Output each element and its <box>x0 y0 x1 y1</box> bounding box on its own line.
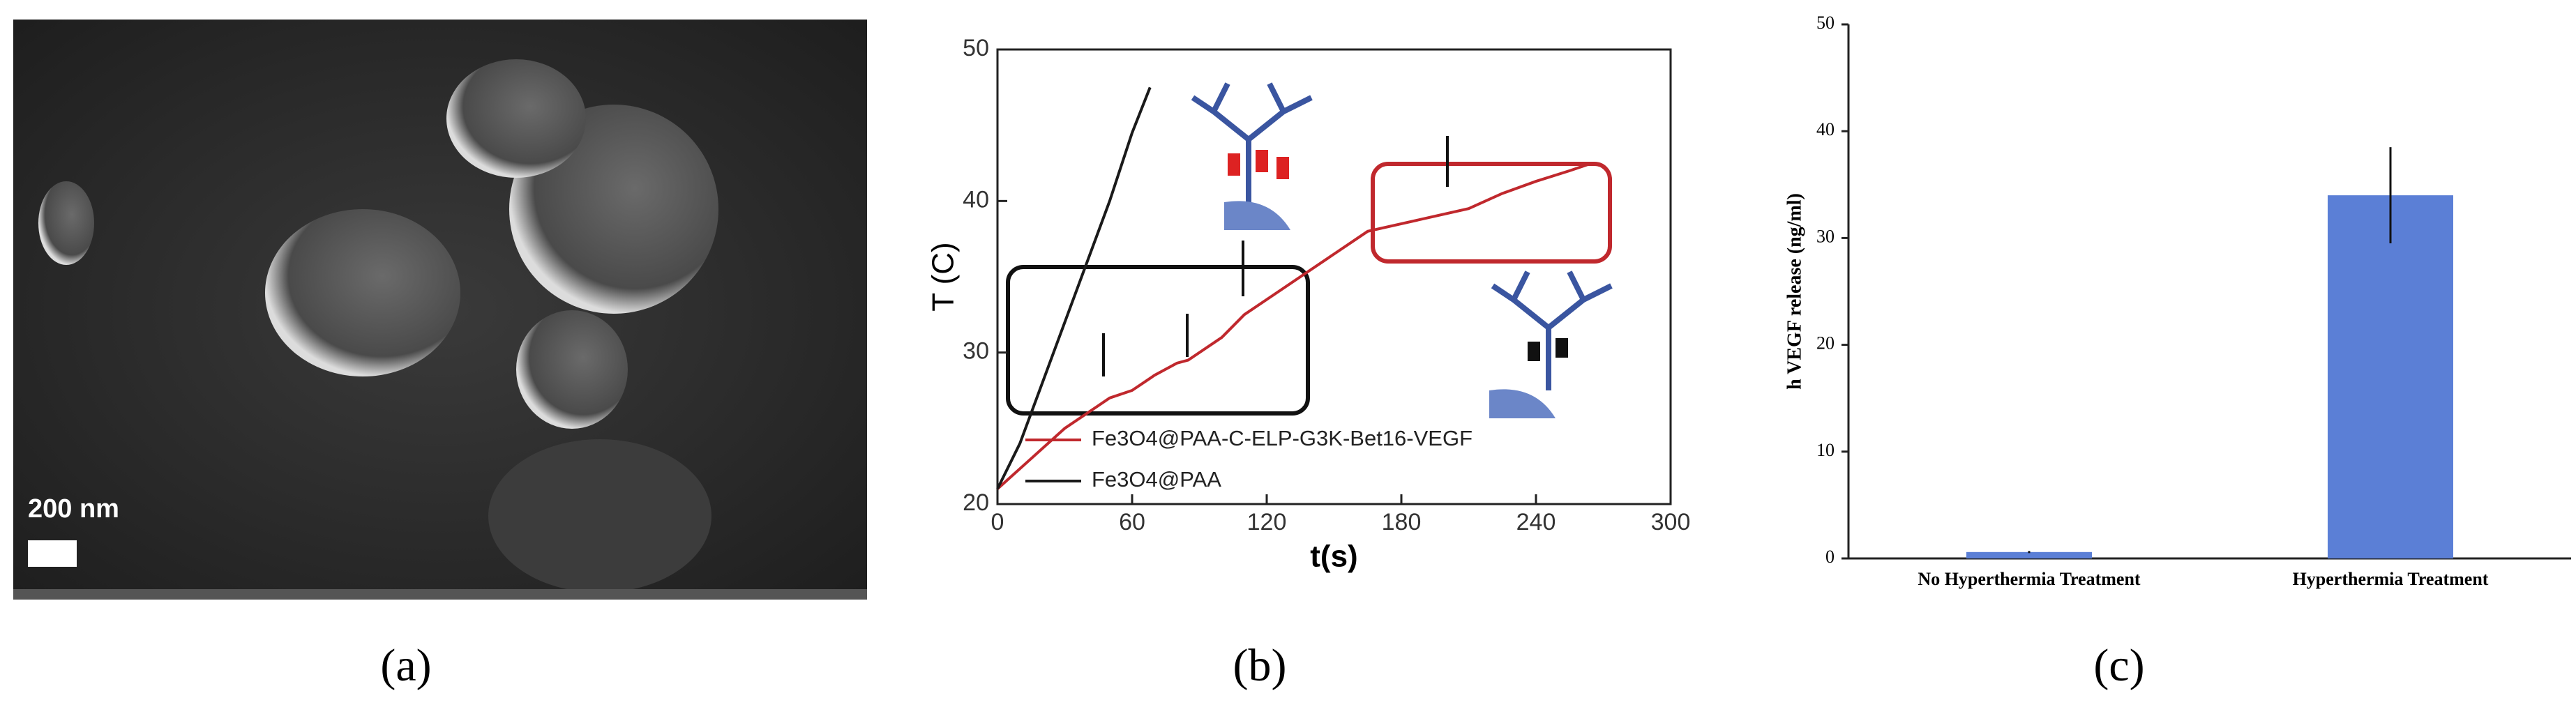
x-tick-label: 60 <box>1119 509 1145 535</box>
legend-label: Fe3O4@PAA-C-ELP-G3K-Bet16-VEGF <box>1092 426 1472 450</box>
x-tick-label: 120 <box>1247 509 1287 535</box>
y-tick-label: 20 <box>1816 333 1835 353</box>
x-axis-label: t(s) <box>1310 540 1357 574</box>
x-tick-label: 0 <box>991 509 1004 535</box>
panel-caption: (b) <box>1233 640 1287 691</box>
y-axis-label: h VEGF release (ng/ml) <box>1784 193 1805 390</box>
scale-bar-label: 200 nm <box>28 494 119 524</box>
x-tick-label: No Hyperthermia Treatment <box>1918 569 2140 589</box>
x-tick-label: 180 <box>1382 509 1422 535</box>
y-tick-label: 10 <box>1816 440 1835 460</box>
plot-frame <box>996 48 1672 505</box>
x-tick-label: 300 <box>1651 509 1691 535</box>
y-tick-label: 20 <box>963 489 989 516</box>
y-tick-label: 50 <box>963 35 989 61</box>
x-tick-label: 240 <box>1516 509 1556 535</box>
x-tick-label: Hyperthermia Treatment <box>2293 569 2489 589</box>
data-line <box>996 86 1152 490</box>
data-line <box>996 162 1593 490</box>
y-tick-label: 30 <box>1816 226 1835 246</box>
panel-caption: (c) <box>2093 640 2144 691</box>
y-tick-label: 40 <box>963 186 989 213</box>
y-tick-label: 0 <box>1825 547 1835 567</box>
y-axis-label: T (C) <box>926 242 961 311</box>
y-tick-label: 50 <box>1816 13 1835 33</box>
annotations <box>1006 82 1613 418</box>
bar <box>1966 551 2092 558</box>
y-tick-label: 40 <box>1816 119 1835 139</box>
legend-label: Fe3O4@PAA <box>1092 467 1221 492</box>
y-tick-label: 30 <box>963 338 989 365</box>
panel-caption: (a) <box>380 640 431 691</box>
sem-image: 200 nm <box>13 20 867 600</box>
bar <box>2328 195 2453 558</box>
